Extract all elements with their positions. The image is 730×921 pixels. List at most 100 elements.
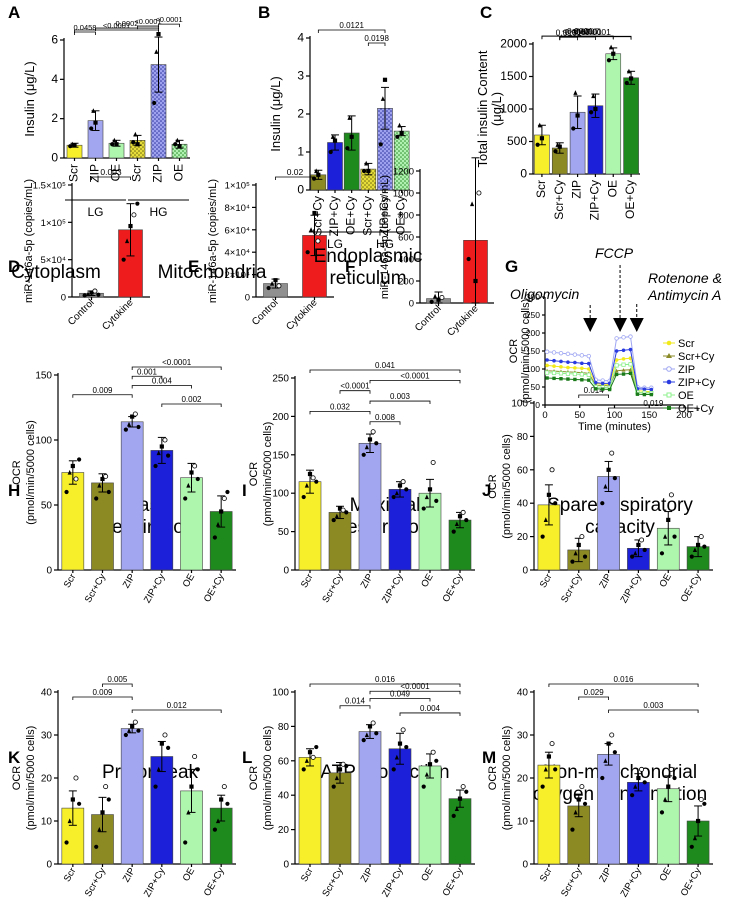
x-tick-label: Scr bbox=[538, 866, 555, 884]
bar bbox=[91, 482, 114, 571]
data-point bbox=[380, 96, 385, 101]
data-point bbox=[672, 534, 677, 539]
comparison-bracket bbox=[369, 400, 431, 405]
series-point bbox=[649, 387, 654, 392]
series-point bbox=[628, 347, 633, 352]
series-point bbox=[586, 353, 591, 359]
data-point bbox=[628, 76, 634, 81]
y-tick-label: 60 bbox=[278, 756, 290, 767]
comparison-bracket bbox=[137, 25, 159, 30]
data-point bbox=[225, 489, 230, 495]
data-point bbox=[642, 547, 647, 553]
comparison-bracket bbox=[608, 407, 699, 411]
panel-label: E bbox=[188, 257, 199, 276]
y-tick-label: 100 bbox=[35, 436, 52, 447]
comparison-bracket bbox=[131, 375, 163, 380]
p-value-label: 0.004 bbox=[152, 377, 173, 386]
data-point bbox=[698, 534, 704, 540]
data-point bbox=[378, 142, 383, 147]
bar bbox=[358, 731, 382, 865]
data-point bbox=[156, 450, 161, 456]
panel-title-line2: capacity bbox=[585, 517, 655, 538]
data-point bbox=[126, 728, 132, 733]
series-point bbox=[552, 358, 556, 363]
data-point bbox=[331, 784, 336, 789]
data-point bbox=[64, 840, 69, 845]
data-point bbox=[570, 827, 575, 832]
comparison-bracket bbox=[548, 683, 699, 687]
y-tick-label: 200 bbox=[526, 328, 540, 338]
injection-label: Oligomycin bbox=[510, 286, 579, 302]
series-line bbox=[547, 349, 652, 391]
x-tick-label: ZIP+Cy bbox=[327, 196, 341, 236]
y-tick-label: 100 bbox=[272, 489, 289, 500]
data-point bbox=[103, 784, 109, 790]
data-point bbox=[162, 732, 168, 738]
data-point bbox=[112, 137, 117, 143]
p-value-label: 0.012 bbox=[167, 701, 188, 710]
data-point bbox=[124, 238, 130, 244]
data-point bbox=[183, 496, 188, 501]
data-point bbox=[94, 496, 99, 501]
y-axis-label-line2: (pmol/min/5000 cells) bbox=[501, 434, 513, 539]
data-point bbox=[312, 210, 317, 216]
p-value-label: <0.0001 bbox=[134, 17, 161, 26]
data-point bbox=[192, 463, 198, 469]
x-tick-label: Scr+Cy bbox=[310, 196, 324, 236]
data-point bbox=[454, 806, 459, 812]
y-tick-label: 50 bbox=[41, 501, 53, 512]
data-point bbox=[92, 288, 98, 294]
legend-swatch bbox=[666, 366, 672, 372]
x-tick-label: OE+Cy bbox=[441, 572, 466, 604]
data-point bbox=[114, 142, 119, 147]
data-point bbox=[611, 51, 616, 56]
data-point bbox=[668, 766, 674, 772]
injection-label-line2: Antimycin A bbox=[647, 287, 721, 303]
data-point bbox=[135, 201, 140, 206]
y-tick-label: 8×10⁴ bbox=[225, 203, 250, 214]
bar bbox=[605, 53, 622, 175]
data-point bbox=[451, 529, 456, 534]
x-tick-label: ZIP+Cy bbox=[377, 196, 391, 236]
bar bbox=[388, 489, 412, 571]
p-value-label: 0.009 bbox=[92, 386, 113, 395]
x-tick-label: Scr bbox=[534, 180, 548, 198]
y-axis-label: Insulin (μg/L) bbox=[268, 76, 283, 151]
data-point bbox=[337, 767, 343, 772]
p-value-label: 0.014 bbox=[584, 386, 605, 395]
x-tick-label: ZIP+Cy bbox=[380, 866, 406, 899]
injection-label: FCCP bbox=[595, 245, 634, 261]
data-point bbox=[308, 227, 314, 232]
data-point bbox=[460, 509, 466, 515]
data-point bbox=[195, 767, 200, 772]
data-point bbox=[331, 517, 336, 523]
data-point bbox=[183, 840, 188, 845]
data-point bbox=[301, 494, 306, 500]
bar bbox=[448, 798, 472, 865]
data-point bbox=[314, 744, 319, 750]
data-point bbox=[166, 745, 171, 751]
series-point bbox=[566, 365, 570, 370]
data-point bbox=[96, 292, 101, 297]
data-point bbox=[659, 551, 665, 556]
x-tick-label: Scr bbox=[299, 866, 316, 884]
data-point bbox=[128, 223, 133, 229]
series-point bbox=[544, 349, 550, 354]
p-value-label: 0.003 bbox=[390, 392, 411, 401]
p-value-label: 0.019 bbox=[643, 399, 664, 408]
data-point bbox=[394, 490, 399, 496]
data-point bbox=[70, 463, 75, 469]
bar bbox=[298, 481, 322, 571]
series-line bbox=[547, 372, 652, 396]
series-point bbox=[587, 378, 591, 382]
data-point bbox=[451, 813, 456, 818]
data-point bbox=[689, 554, 694, 559]
y-tick-label: 3 bbox=[297, 69, 304, 83]
x-axis-label: Time (minutes) bbox=[578, 421, 651, 433]
